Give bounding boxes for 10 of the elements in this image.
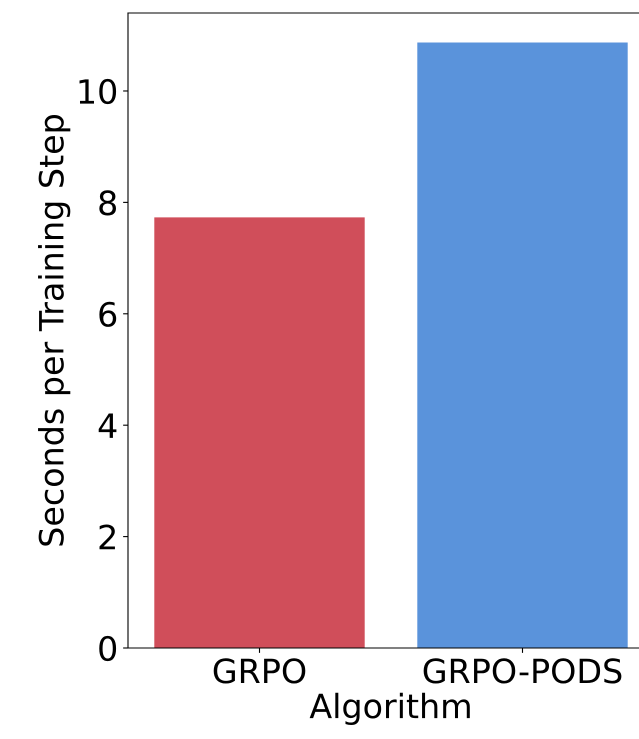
y-tick-label: 4 [98, 414, 116, 438]
x-tick-label: GRPO [214, 658, 306, 684]
x-tick-label: GRPO-PODS [424, 658, 622, 684]
y-tick-label: 10 [80, 78, 116, 104]
y-tick-label: 0 [99, 636, 116, 662]
x-axis-title: Algorithm [310, 692, 470, 726]
y-tick-label: 8 [99, 190, 116, 216]
y-axis-title: Seconds per Training Step [38, 115, 70, 546]
y-tick-label: 6 [99, 302, 116, 327]
y-tick-label: 2 [100, 524, 115, 550]
